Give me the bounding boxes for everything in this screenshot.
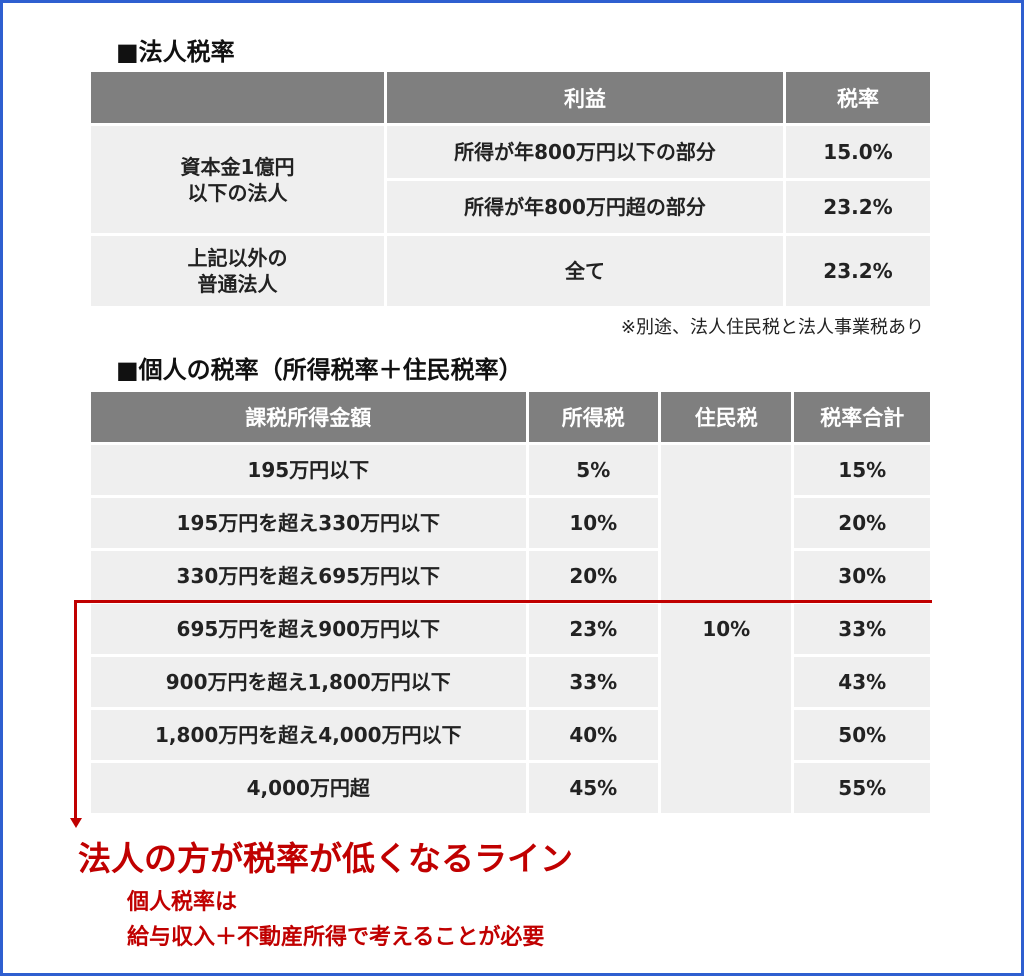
threshold-line	[74, 600, 932, 603]
corporate-header-row: 利益 税率	[91, 72, 930, 123]
income-tax-cell: 33%	[528, 657, 659, 707]
individual-header-income: 課税所得金額	[91, 392, 526, 442]
individual-header-resident-tax: 住民税	[661, 392, 792, 442]
table-row: 900万円を超え1,800万円以下 33% 43%	[91, 657, 930, 707]
table-row: 4,000万円超 45% 55%	[91, 763, 930, 813]
income-bracket-cell: 695万円を超え900万円以下	[91, 604, 526, 654]
table-row: 195万円以下 5% 10% 15%	[91, 445, 930, 813]
corporate-rate-cell: 23.2%	[786, 181, 930, 233]
table-row: 195万円を超え330万円以下 10% 20%	[91, 498, 930, 548]
total-rate-cell: 20%	[794, 498, 930, 548]
callout-line-2: 給与収入＋不動産所得で考えることが必要	[127, 925, 545, 950]
table-row: 330万円を超え695万円以下 20% 30%	[91, 551, 930, 601]
table-row: 所得が年800万円超の部分 23.2%	[91, 181, 930, 233]
individual-header-income-tax: 所得税	[528, 392, 659, 442]
resident-tax-cell: 10%	[661, 445, 792, 813]
income-bracket-cell: 195万円以下	[91, 445, 526, 495]
income-tax-cell: 23%	[528, 604, 659, 654]
total-rate-cell: 43%	[794, 657, 930, 707]
individual-header-row: 課税所得金額 所得税 住民税 税率合計	[91, 392, 930, 442]
corporate-header-blank	[91, 72, 384, 123]
income-bracket-cell: 4,000万円超	[91, 763, 526, 813]
corporate-header-profit: 利益	[387, 72, 783, 123]
table-row: 1,800万円を超え4,000万円以下 40% 50%	[91, 710, 930, 760]
income-bracket-cell: 195万円を超え330万円以下	[91, 498, 526, 548]
table-row: 上記以外の 普通法人 全て 23.2%	[91, 236, 930, 306]
individual-header-total: 税率合計	[794, 392, 930, 442]
corporate-rate-cell: 23.2%	[786, 236, 930, 306]
income-tax-cell: 5%	[528, 445, 659, 495]
income-tax-cell: 20%	[528, 551, 659, 601]
corporate-profit-cell: 全て	[387, 236, 783, 306]
income-bracket-cell: 900万円を超え1,800万円以下	[91, 657, 526, 707]
total-rate-cell: 55%	[794, 763, 930, 813]
table-row: 695万円を超え900万円以下 23% 33%	[91, 604, 930, 654]
income-tax-cell: 45%	[528, 763, 659, 813]
corporate-category-other: 上記以外の 普通法人	[91, 236, 384, 306]
table-row: 資本金1億円 以下の法人 所得が年800万円以下の部分 15.0%	[91, 126, 930, 233]
individual-section-title: ■個人の税率（所得税率＋住民税率）	[116, 356, 523, 384]
corporate-header-rate: 税率	[786, 72, 930, 123]
individual-tax-table: 課税所得金額 所得税 住民税 税率合計 195万円以下 5% 10% 15% 1…	[88, 389, 933, 816]
arrow-down-icon	[69, 818, 82, 828]
threshold-arrow-shaft	[74, 600, 77, 820]
income-bracket-cell: 330万円を超え695万円以下	[91, 551, 526, 601]
corporate-profit-cell: 所得が年800万円以下の部分	[387, 126, 783, 178]
total-rate-cell: 50%	[794, 710, 930, 760]
corporate-tax-table: 利益 税率 資本金1億円 以下の法人 所得が年800万円以下の部分 15.0% …	[88, 69, 933, 309]
income-tax-cell: 40%	[528, 710, 659, 760]
corporate-rate-cell: 15.0%	[786, 126, 930, 178]
corporate-category-small: 資本金1億円 以下の法人	[91, 126, 384, 233]
income-bracket-cell: 1,800万円を超え4,000万円以下	[91, 710, 526, 760]
corporate-note: ※別途、法人住民税と法人事業税あり	[620, 317, 924, 338]
corporate-section-title: ■法人税率	[116, 38, 235, 66]
callout-line-1: 個人税率は	[127, 890, 238, 915]
total-rate-cell: 33%	[794, 604, 930, 654]
income-tax-cell: 10%	[528, 498, 659, 548]
total-rate-cell: 30%	[794, 551, 930, 601]
corporate-profit-cell: 所得が年800万円超の部分	[387, 181, 783, 233]
threshold-headline: 法人の方が税率が低くなるライン	[78, 839, 573, 878]
total-rate-cell: 15%	[794, 445, 930, 495]
